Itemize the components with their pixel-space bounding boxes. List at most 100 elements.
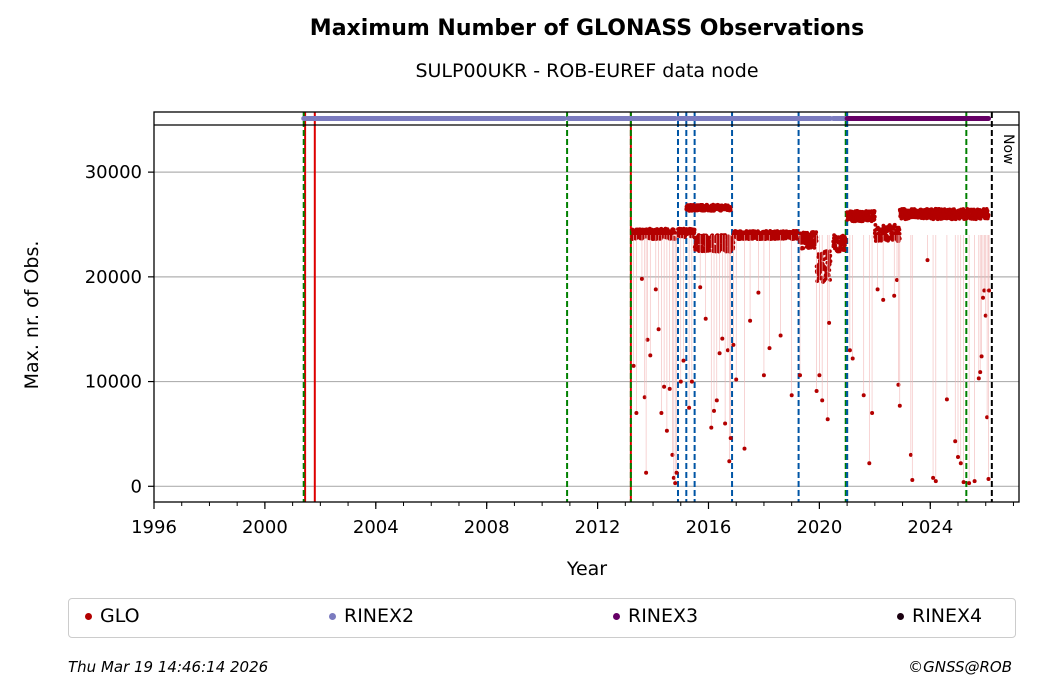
glo-point bbox=[982, 288, 987, 293]
glo-point bbox=[895, 278, 899, 282]
x-tick-label: 2008 bbox=[464, 517, 510, 538]
legend-item-rinex3: RINEX3 bbox=[613, 605, 698, 627]
glo-point bbox=[692, 227, 697, 232]
glo-point bbox=[897, 227, 902, 232]
glo-point bbox=[714, 398, 719, 403]
glo-point bbox=[967, 481, 972, 486]
glo-point bbox=[659, 411, 664, 415]
glo-point bbox=[827, 262, 832, 267]
x-tick-label: 2004 bbox=[353, 517, 399, 538]
glo-point bbox=[976, 376, 981, 381]
glo-point bbox=[897, 403, 902, 408]
glo-point bbox=[725, 348, 730, 353]
glo-point bbox=[819, 275, 824, 280]
glo-point bbox=[908, 452, 913, 457]
legend-item-rinex4: RINEX4 bbox=[897, 605, 982, 627]
x-tick-label: 2016 bbox=[686, 517, 732, 538]
glo-point bbox=[727, 459, 732, 464]
y-tick-label: 0 bbox=[131, 476, 142, 497]
now-label: Now bbox=[1000, 134, 1016, 165]
glo-point bbox=[987, 288, 992, 293]
glo-point bbox=[843, 243, 847, 248]
glo-point bbox=[687, 405, 692, 410]
glo-point bbox=[748, 318, 753, 323]
glo-point bbox=[720, 336, 725, 341]
glo-point bbox=[671, 227, 676, 232]
glo-point bbox=[823, 277, 828, 281]
glo-point bbox=[708, 248, 712, 253]
glo-point bbox=[805, 230, 810, 235]
glo-point bbox=[867, 461, 872, 466]
glo-point bbox=[981, 295, 985, 300]
glo-point bbox=[667, 386, 672, 391]
glo-point bbox=[742, 446, 747, 451]
glo-point bbox=[728, 436, 733, 441]
glo-point bbox=[850, 356, 855, 361]
chart-title: Maximum Number of GLONASS Observations bbox=[309, 16, 865, 41]
x-tick-label: 1996 bbox=[131, 517, 177, 538]
glo-point bbox=[875, 287, 880, 292]
glo-point bbox=[956, 455, 960, 459]
glo-points bbox=[630, 202, 992, 486]
y-axis-label: Max. nr. of Obs. bbox=[21, 241, 43, 390]
x-axis-label: Year bbox=[566, 558, 607, 580]
glo-point bbox=[789, 393, 794, 398]
rinex4-marker-icon bbox=[897, 612, 904, 620]
glo-point bbox=[925, 258, 930, 263]
glo-point bbox=[958, 461, 963, 466]
glo-point bbox=[798, 373, 802, 378]
legend-item-rinex2: RINEX2 bbox=[329, 605, 414, 627]
axes: 0 10000 20000 30000 1996 2000 2004 2008 2012 2016… bbox=[85, 111, 1020, 538]
glo-point bbox=[664, 428, 669, 433]
glo-point bbox=[897, 231, 902, 236]
glo-point bbox=[698, 285, 703, 290]
glo-point bbox=[662, 384, 667, 389]
glo-point bbox=[985, 208, 990, 213]
glo-point bbox=[673, 230, 678, 235]
glo-point bbox=[642, 395, 647, 400]
glo-point bbox=[828, 249, 832, 254]
glo-point bbox=[731, 342, 736, 347]
y-tick-label: 30000 bbox=[85, 162, 142, 183]
glo-point bbox=[631, 363, 636, 368]
glo-point bbox=[978, 370, 983, 375]
glo-point bbox=[842, 248, 847, 253]
glo-point bbox=[944, 397, 949, 402]
glo-point bbox=[689, 379, 694, 384]
glo-point bbox=[756, 290, 761, 295]
footer-credit: ©GNSS@ROB bbox=[908, 658, 1012, 676]
glo-marker-icon bbox=[85, 612, 92, 620]
glo-point bbox=[703, 316, 708, 321]
glo-point bbox=[634, 411, 639, 415]
glo-point bbox=[639, 276, 644, 281]
glo-point bbox=[656, 327, 661, 332]
glo-point bbox=[881, 297, 886, 302]
glo-point bbox=[872, 214, 877, 219]
glo-point bbox=[892, 293, 897, 298]
glo-point bbox=[847, 348, 852, 353]
glo-point bbox=[767, 346, 772, 351]
glo-point bbox=[817, 373, 822, 378]
glo-point bbox=[795, 236, 799, 241]
glo-point bbox=[933, 479, 938, 484]
x-tick-label: 2012 bbox=[575, 517, 621, 538]
legend-item-glo: GLO bbox=[85, 605, 140, 627]
event-lines bbox=[302, 112, 993, 502]
rinex3-marker-icon bbox=[613, 612, 620, 620]
glo-point bbox=[814, 230, 819, 235]
glo-point bbox=[872, 209, 877, 214]
glo-point bbox=[734, 377, 739, 382]
glo-point bbox=[986, 477, 991, 481]
glo-point bbox=[671, 475, 676, 480]
glo-point bbox=[706, 235, 711, 240]
legend-label: RINEX2 bbox=[344, 605, 415, 627]
glo-point bbox=[717, 351, 722, 356]
grid-lines bbox=[154, 171, 1019, 487]
glo-point bbox=[678, 379, 683, 384]
glo-point bbox=[870, 411, 875, 415]
glo-point bbox=[712, 408, 716, 413]
glo-point bbox=[653, 287, 658, 292]
glo-point bbox=[825, 417, 830, 422]
x-tick-label: 2020 bbox=[796, 517, 842, 538]
glo-point bbox=[670, 452, 675, 457]
